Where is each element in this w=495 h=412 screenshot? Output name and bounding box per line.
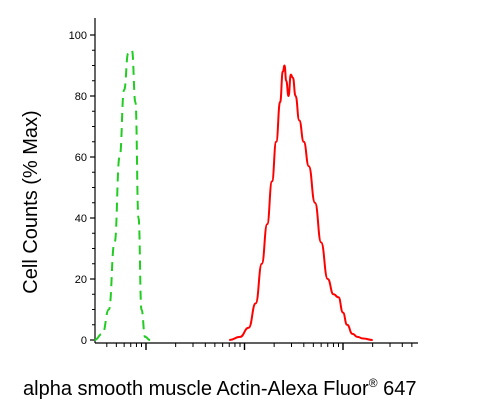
y-tick-label: 100 <box>69 30 87 42</box>
y-axis-title: Cell Counts (% Max) <box>20 110 42 293</box>
y-tick-label: 80 <box>75 91 87 103</box>
y-tick-label: 20 <box>75 274 87 286</box>
axes <box>94 18 418 344</box>
y-tick-label: 0 <box>81 335 87 347</box>
series-0-line <box>94 49 151 341</box>
x-axis-title-main: alpha smooth muscle Actin-Alexa Fluor <box>23 378 369 400</box>
series-1-line <box>229 64 373 341</box>
y-tick-label: 40 <box>75 213 87 225</box>
x-axis-title-suffix: 647 <box>378 378 417 400</box>
x-axis-title: alpha smooth muscle Actin-Alexa Fluor® 6… <box>23 376 417 400</box>
x-axis-title-superscript: ® <box>369 376 378 390</box>
y-tick-label: 60 <box>75 152 87 164</box>
axis-ticks: 0 20 40 60 80 100 <box>69 30 413 350</box>
series-group <box>94 49 373 341</box>
